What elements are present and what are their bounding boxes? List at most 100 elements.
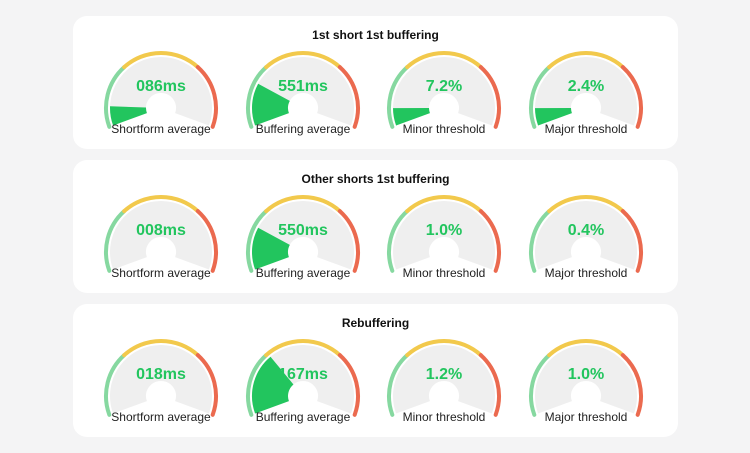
gauge-segment-red <box>620 209 643 273</box>
gauge-dial <box>104 51 218 129</box>
gauge-label: Minor threshold <box>402 266 486 280</box>
gauge-segment-yellow <box>405 51 483 70</box>
gauge-major-threshold: 0.4% Major threshold <box>526 190 646 290</box>
gauge-value: 1.0% <box>567 366 605 383</box>
gauge-level-fill <box>393 107 431 126</box>
gauge-value: 7.2% <box>425 78 463 95</box>
gauge-segment-red <box>195 353 218 417</box>
gauge-value: 086ms <box>136 78 186 95</box>
gauge-segment-yellow <box>405 195 483 214</box>
gauge-track <box>393 201 495 270</box>
gauge-segment-green <box>529 209 552 273</box>
card-1st-short-1st-buffering: 1st short 1st buffering 086ms Shortform … <box>73 16 678 149</box>
gauge-label: Minor threshold <box>402 410 486 424</box>
gauge-value: 1.0% <box>425 222 463 239</box>
gauge-track <box>110 345 212 414</box>
gauge-segment-red <box>337 209 360 273</box>
gauge-segment-yellow <box>547 195 625 214</box>
gauge-minor-threshold: 1.0% Minor threshold <box>384 190 504 290</box>
gauge-level-fill <box>252 356 295 414</box>
gauge-segment-green <box>246 353 269 417</box>
gauge-label: Major threshold <box>544 266 628 280</box>
gauge-value: 2.4% <box>567 78 605 95</box>
gauge-segment-yellow <box>122 339 200 358</box>
gauge-segment-yellow <box>405 339 483 358</box>
gauge-segment-yellow <box>547 51 625 70</box>
gauge-label: Buffering average <box>255 122 351 136</box>
gauge-track <box>535 201 637 270</box>
gauge-label: Minor threshold <box>402 122 486 136</box>
gauge-value: 0.4% <box>567 222 605 239</box>
gauge-segment-green <box>387 65 410 129</box>
gauge-segment-yellow <box>547 339 625 358</box>
gauge-buffering-average: 551ms Buffering average <box>243 46 363 146</box>
gauge-segment-red <box>337 65 360 129</box>
gauge-segment-green <box>104 353 127 417</box>
gauge-label: Major threshold <box>544 410 628 424</box>
gauge-segment-yellow <box>122 195 200 214</box>
gauge-dial <box>246 195 360 273</box>
gauge-level-fill <box>110 106 148 126</box>
gauge-level-fill <box>252 227 291 270</box>
gauge-shortform-average: 086ms Shortform average <box>101 46 221 146</box>
gauge-dial <box>104 195 218 273</box>
gauge-value: 008ms <box>136 222 186 239</box>
gauge-shortform-average: 008ms Shortform average <box>101 190 221 290</box>
gauge-track <box>393 345 495 414</box>
gauge-minor-threshold: 1.2% Minor threshold <box>384 334 504 434</box>
gauge-dial <box>529 339 643 417</box>
card-rebuffering: Rebuffering 018ms Shortform average 167m… <box>73 304 678 437</box>
gauge-value: 550ms <box>278 222 328 239</box>
gauge-segment-green <box>529 65 552 129</box>
gauge-segment-green <box>104 65 127 129</box>
gauge-major-threshold: 2.4% Major threshold <box>526 46 646 146</box>
gauge-segment-green <box>387 209 410 273</box>
gauge-level-fill <box>535 107 573 126</box>
gauge-track <box>535 345 637 414</box>
gauge-segment-red <box>620 65 643 129</box>
gauge-segment-yellow <box>264 339 342 358</box>
gauge-label: Buffering average <box>255 410 351 424</box>
gauge-track <box>535 57 637 126</box>
gauge-segment-red <box>478 65 501 129</box>
gauge-segment-green <box>529 353 552 417</box>
gauge-value: 1.2% <box>425 366 463 383</box>
gauge-segment-red <box>195 209 218 273</box>
gauge-track <box>393 57 495 126</box>
gauge-dial <box>246 51 360 129</box>
gauge-segment-yellow <box>264 51 342 70</box>
section-title: Rebuffering <box>341 316 410 330</box>
gauge-shortform-average: 018ms Shortform average <box>101 334 221 434</box>
gauge-segment-red <box>620 353 643 417</box>
gauge-dial <box>246 339 360 417</box>
gauge-track <box>110 57 212 126</box>
gauge-minor-threshold: 7.2% Minor threshold <box>384 46 504 146</box>
gauge-value: 167ms <box>278 366 328 383</box>
gauge-segment-red <box>195 65 218 129</box>
section-title: 1st short 1st buffering <box>312 28 439 42</box>
gauge-value: 551ms <box>278 78 328 95</box>
gauge-segment-red <box>337 353 360 417</box>
gauge-segment-green <box>246 65 269 129</box>
gauge-dial <box>387 51 501 129</box>
gauge-segment-red <box>478 209 501 273</box>
card-other-shorts-1st-buffering: Other shorts 1st buffering 008ms Shortfo… <box>73 160 678 293</box>
gauge-segment-yellow <box>264 195 342 214</box>
gauge-segment-green <box>104 209 127 273</box>
gauge-buffering-average: 167ms Buffering average <box>243 334 363 434</box>
gauge-major-threshold: 1.0% Major threshold <box>526 334 646 434</box>
gauge-segment-red <box>478 353 501 417</box>
gauge-value: 018ms <box>136 366 186 383</box>
gauge-buffering-average: 550ms Buffering average <box>243 190 363 290</box>
gauge-level-fill <box>252 83 291 126</box>
section-title: Other shorts 1st buffering <box>301 172 450 186</box>
gauge-label: Buffering average <box>255 266 351 280</box>
gauge-label: Shortform average <box>111 122 211 136</box>
gauge-segment-yellow <box>122 51 200 70</box>
gauge-segment-green <box>387 353 410 417</box>
gauge-track <box>110 201 212 270</box>
gauge-label: Shortform average <box>111 266 211 280</box>
gauge-dial <box>387 195 501 273</box>
gauge-label: Major threshold <box>544 122 628 136</box>
gauge-dial <box>387 339 501 417</box>
